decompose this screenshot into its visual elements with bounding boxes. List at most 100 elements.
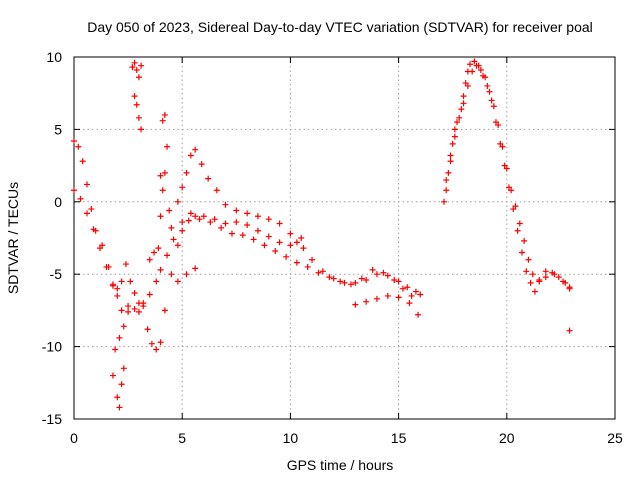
y-tick-label: -15 bbox=[42, 411, 62, 427]
data-point bbox=[527, 279, 534, 286]
data-point bbox=[369, 266, 376, 273]
data-point bbox=[395, 294, 402, 301]
data-point bbox=[148, 340, 155, 347]
data-point bbox=[319, 268, 326, 275]
data-point bbox=[250, 236, 257, 243]
data-point bbox=[326, 274, 333, 281]
data-point bbox=[447, 152, 454, 159]
data-point bbox=[276, 220, 283, 227]
data-point bbox=[315, 269, 322, 276]
data-point bbox=[155, 245, 162, 252]
data-point bbox=[90, 226, 97, 233]
y-tick-label: 5 bbox=[54, 121, 62, 137]
data-point bbox=[471, 58, 478, 65]
data-point bbox=[179, 227, 186, 234]
x-tick-label: 10 bbox=[283, 430, 299, 446]
data-point bbox=[131, 93, 138, 100]
y-axis-label: SDTVAR / TECUs bbox=[5, 182, 21, 294]
data-point bbox=[542, 268, 549, 275]
data-point bbox=[161, 111, 168, 118]
data-point bbox=[384, 292, 391, 299]
data-point bbox=[187, 152, 194, 159]
data-point bbox=[304, 263, 311, 270]
data-point bbox=[133, 67, 140, 74]
data-point bbox=[449, 140, 456, 147]
data-point bbox=[114, 292, 121, 299]
data-point bbox=[499, 143, 506, 150]
data-point bbox=[566, 284, 573, 291]
data-point bbox=[373, 295, 380, 302]
data-point bbox=[404, 284, 411, 291]
data-point bbox=[77, 195, 84, 202]
data-point bbox=[531, 288, 538, 295]
data-point bbox=[254, 227, 261, 234]
data-point bbox=[174, 198, 181, 205]
data-point bbox=[71, 187, 77, 194]
data-point bbox=[109, 372, 116, 379]
data-point bbox=[88, 206, 95, 213]
data-point bbox=[168, 271, 175, 278]
data-point bbox=[445, 169, 452, 176]
x-tick-labels: 0 5 10 15 20 25 bbox=[70, 430, 623, 446]
data-point bbox=[135, 114, 142, 121]
data-point bbox=[518, 249, 525, 256]
data-point bbox=[174, 242, 181, 249]
data-point bbox=[157, 339, 164, 346]
data-point bbox=[192, 265, 199, 272]
data-point bbox=[125, 308, 132, 315]
data-point bbox=[276, 239, 283, 246]
data-point bbox=[200, 213, 207, 220]
data-point bbox=[79, 158, 86, 165]
data-point bbox=[125, 303, 132, 310]
data-points bbox=[71, 58, 573, 411]
x-tick-label: 15 bbox=[391, 430, 407, 446]
data-point bbox=[196, 216, 203, 223]
data-point bbox=[135, 308, 142, 315]
data-point bbox=[228, 230, 235, 237]
data-point bbox=[83, 181, 90, 188]
chart-title: Day 050 of 2023, Sidereal Day-to-day VTE… bbox=[87, 19, 593, 35]
data-point bbox=[118, 278, 125, 285]
data-point bbox=[395, 278, 402, 285]
data-point bbox=[330, 275, 337, 282]
data-point bbox=[560, 278, 567, 285]
x-tick-label: 25 bbox=[607, 430, 623, 446]
data-point bbox=[293, 239, 300, 246]
x-tick-label: 20 bbox=[499, 430, 515, 446]
data-point bbox=[83, 210, 90, 217]
data-point bbox=[198, 161, 205, 168]
data-point bbox=[133, 101, 140, 108]
data-point bbox=[170, 236, 177, 243]
data-point bbox=[120, 365, 127, 372]
data-point bbox=[138, 62, 145, 69]
data-point bbox=[408, 292, 415, 299]
data-point bbox=[116, 404, 123, 411]
y-tick-label: 0 bbox=[54, 194, 62, 210]
data-point bbox=[144, 326, 151, 333]
data-point bbox=[138, 126, 145, 133]
data-point bbox=[272, 248, 279, 255]
data-point bbox=[484, 82, 491, 89]
data-point bbox=[254, 213, 261, 220]
data-point bbox=[309, 256, 316, 263]
data-point bbox=[213, 187, 220, 194]
data-point bbox=[140, 300, 147, 307]
data-point bbox=[179, 184, 186, 191]
data-point bbox=[118, 307, 125, 314]
data-point bbox=[460, 93, 467, 100]
data-point bbox=[341, 279, 348, 286]
data-point bbox=[75, 143, 82, 150]
data-point bbox=[146, 291, 153, 298]
data-point bbox=[183, 169, 190, 176]
data-point bbox=[482, 74, 489, 81]
data-point bbox=[443, 177, 450, 184]
data-point bbox=[265, 233, 272, 240]
x-tick-label: 0 bbox=[70, 430, 78, 446]
data-point bbox=[456, 114, 463, 121]
data-point bbox=[486, 88, 493, 95]
data-point bbox=[412, 288, 419, 295]
data-point bbox=[151, 249, 158, 256]
data-point bbox=[447, 158, 454, 165]
data-point bbox=[415, 311, 422, 318]
data-point bbox=[153, 278, 160, 285]
